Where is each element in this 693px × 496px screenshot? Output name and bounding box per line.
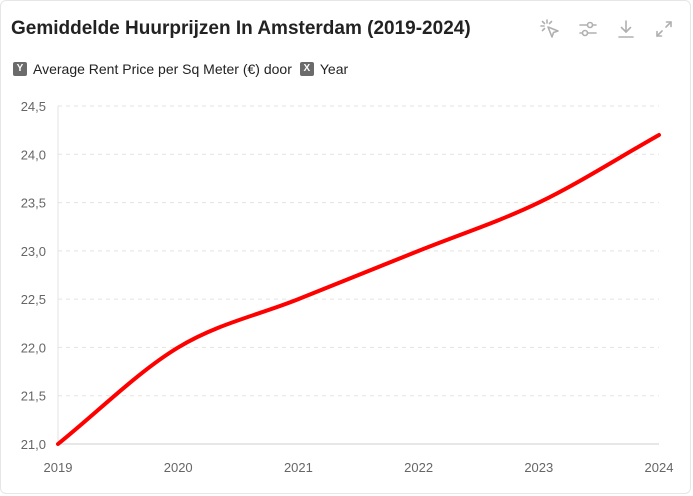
chart-toolbar [538, 17, 676, 41]
filter-settings-button[interactable] [576, 17, 600, 41]
download-icon [618, 20, 634, 38]
y-tick-label: 24,5 [21, 99, 46, 114]
axis-legend: Y Average Rent Price per Sq Meter (€) do… [13, 61, 356, 77]
x-tick-label: 2021 [284, 460, 313, 475]
y-tick-label: 24,0 [21, 147, 46, 162]
y-tick-label: 22,0 [21, 340, 46, 355]
y-axis-label: Average Rent Price per Sq Meter (€) door [33, 61, 292, 77]
expand-button[interactable] [652, 17, 676, 41]
download-button[interactable] [614, 17, 638, 41]
y-tick-label: 23,5 [21, 196, 46, 211]
x-tick-label: 2023 [524, 460, 553, 475]
x-tick-label: 2022 [404, 460, 433, 475]
chart-title: Gemiddelde Huurprijzen In Amsterdam (201… [11, 18, 471, 39]
y-tick-label: 21,0 [21, 437, 46, 452]
y-tick-label: 23,0 [21, 244, 46, 259]
magic-select-button[interactable] [538, 17, 562, 41]
y-tick-label: 21,5 [21, 389, 46, 404]
x-axis-badge: X [299, 62, 314, 76]
y-tick-label: 22,5 [21, 292, 46, 307]
expand-icon [656, 21, 672, 37]
series-line [56, 132, 661, 446]
y-axis-badge: Y [13, 62, 27, 76]
sliders-icon [579, 21, 597, 37]
x-tick-label: 2020 [164, 460, 193, 475]
magic-select-icon [540, 19, 559, 38]
x-tick-label: 2019 [44, 460, 73, 475]
x-axis-label: Year [319, 61, 349, 77]
x-tick-label: 2024 [645, 460, 674, 475]
